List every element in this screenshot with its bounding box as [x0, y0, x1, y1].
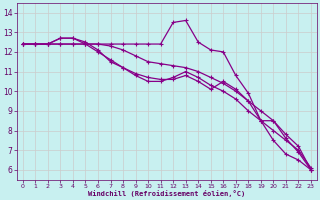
- X-axis label: Windchill (Refroidissement éolien,°C): Windchill (Refroidissement éolien,°C): [88, 190, 245, 197]
